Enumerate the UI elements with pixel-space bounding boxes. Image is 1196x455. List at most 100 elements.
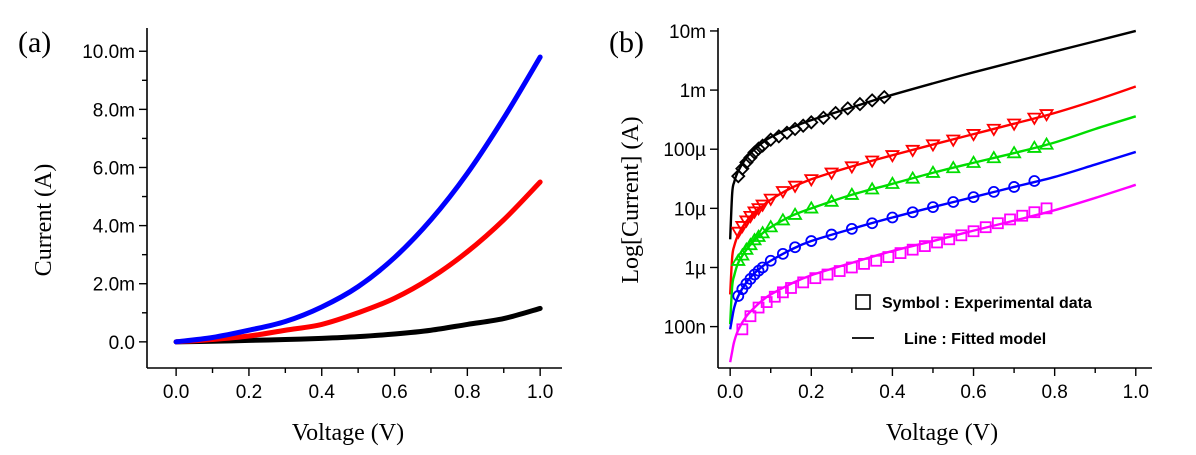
panel-b-series-group [728,29,1137,363]
panel-b-exp-red-marker [803,174,819,188]
panel-b-exp-blue-marker [947,196,960,208]
panel-b-exp-red-marker [844,161,860,175]
panel-b-exp-red-marker [986,123,1002,137]
panel-b-exp-black-marker [877,89,892,105]
panel-b-exp-green-marker [763,219,779,233]
panel-a-axes: 0.0 0.2 0.4 0.6 0.8 1.0 0.0 2.0m 4.0m 6.0m 8.0m 10.… [82,28,562,403]
panel-a-series-red-line [173,179,543,345]
panel-b-exp-magenta-marker [882,251,895,263]
panel-b-exp-magenta-marker [845,261,858,274]
panel-a-x-tick-label: 0.0 [163,382,189,403]
legend-symbol-swatch [855,294,871,310]
panel-b-exp-magenta-marker [918,240,931,252]
panel-b-exp-black-marker [747,145,762,160]
panel-b-exp-black-marker [816,110,831,126]
panel-a-y-axis-title: Current (A) [31,164,57,277]
panel-b-exp-green-marker [746,232,763,246]
panel-b-exp-red-marker [1026,112,1042,126]
panel-b-exp-black-marker [828,105,843,121]
panel-b-exp-red-marker [1006,118,1022,132]
panel-b-exp-magenta-marker [931,236,943,249]
panel-b-exp-red-marker [787,180,803,194]
panel-a-y-tick-label: 8.0m [93,100,135,121]
panel-a-x-axis-title: Voltage (V) [292,420,404,446]
legend-line-entry: Line : Fitted model [904,331,1046,348]
panel-b-exp-blue-marker [866,217,879,230]
panel-b-exp-magenta-marker [785,282,797,294]
panel-b-exp-red-marker [965,129,982,142]
panel-b-exp-red-marker [730,226,746,240]
panel-b-exp-blue-marker [927,201,939,213]
panel-b-exp-magenta-marker [809,272,822,285]
panel-b-exp-blue-marker [1028,175,1041,187]
panel-b-exp-red-marker [1038,109,1055,123]
panel-b-exp-green-marker [787,206,803,220]
panel-b-axes: 0.0 0.2 0.4 0.6 0.8 1.0 100n 1µ 10µ 100µ 1m 10m [663,22,1152,403]
panel-b-exp-green-marker [1006,145,1022,159]
panel-b-exp-red-marker [945,134,961,148]
panel-a-y-tick-label: 0.0 [109,333,135,354]
panel-b-y-tick-label: 10µ [674,199,706,220]
panel-b-exp-blue-marker [764,254,777,267]
panel-b-exp-red-marker [734,221,750,234]
panel-b-x-axis-title: Voltage (V) [886,420,998,446]
panel-b-exp-magenta-marker [797,276,810,289]
panel-b-exp-blue-marker [825,228,838,241]
panel-b-exp-magenta-marker [1016,209,1029,222]
panel-b-y-tick-label: 100µ [663,140,706,161]
panel-b-exp-green-marker [844,186,860,200]
panel-b-exp-red-marker [905,144,921,158]
panel-b-exp-blue-marker [886,211,899,224]
panel-a-y-tick-label: 6.0m [93,158,135,179]
panel-b-exp-magenta-marker [870,254,883,267]
panel-b-exp-red-marker [755,199,771,213]
panel-a-series-black-line [173,305,543,345]
panel-b-exp-magenta-marker [967,225,980,238]
panel-b-x-tick-label: 0.2 [798,382,824,403]
panel-b-exp-green-marker [1026,139,1042,153]
panel-b-exp-magenta-marker [955,229,968,242]
panel-b-exp-magenta-marker [1028,206,1041,219]
panel-b-log-current-chart: (b) Voltage (V) Log[Current] (A) 0.0 0.2 0… [609,22,1152,446]
panel-b-exp-green-marker [864,181,880,195]
panel-a-x-tick-label: 0.4 [309,382,336,403]
panel-b-fit-red-line [728,85,1137,295]
panel-b-exp-red-marker [763,193,779,207]
panel-b-exp-blue-marker [987,185,1000,198]
panel-b-exp-magenta-marker [894,247,907,260]
panel-b-exp-green-marker [1038,136,1055,150]
panel-b-exp-magenta-marker [833,265,846,277]
panel-b-exp-black-marker [755,138,770,153]
panel-b-exp-red-marker [775,186,791,199]
panel-b-exp-magenta-marker [943,233,956,246]
panel-b-exp-black-marker [852,96,868,112]
panel-a-x-tick-label: 1.0 [527,382,553,403]
panel-b-exp-black-marker [864,93,880,108]
panel-b-exp-blue-marker [805,235,818,247]
panel-b-exp-blue-marker [789,241,801,254]
panel-b-x-tick-label: 0.8 [1041,382,1067,403]
panel-b-exp-black-marker [735,161,750,176]
panel-a-series-group [173,54,543,345]
panel-b-x-tick-label: 0.6 [960,382,986,403]
panel-a-y-tick-label: 4.0m [93,217,135,238]
panel-b-x-tick-label: 0.4 [879,382,906,403]
panel-b-exp-green-marker [925,164,941,178]
panel-b-exp-black-marker [739,155,754,170]
panel-b-exp-green-marker [965,154,982,168]
panel-b-exp-magenta-marker [821,268,834,281]
panel-b-exp-blue-marker [906,206,919,219]
panel-a-x-tick-label: 0.8 [454,382,480,403]
panel-b-exp-black-marker [840,101,856,116]
panel-b-exp-black-marker [804,115,819,130]
panel-b-y-axis-title: Log[Current] (A) [618,116,644,283]
panel-b-exp-green-marker [750,229,767,242]
panel-b-exp-green-marker [986,150,1002,164]
panel-b-exp-green-marker [823,193,840,207]
panel-a-x-tick-label: 0.2 [236,382,262,403]
panel-b-exp-magenta-marker [979,221,992,234]
panel-a-y-tick-label: 2.0m [93,275,135,296]
panel-b-y-tick-label: 10m [669,22,706,43]
panel-b-exp-green-marker [803,200,819,214]
